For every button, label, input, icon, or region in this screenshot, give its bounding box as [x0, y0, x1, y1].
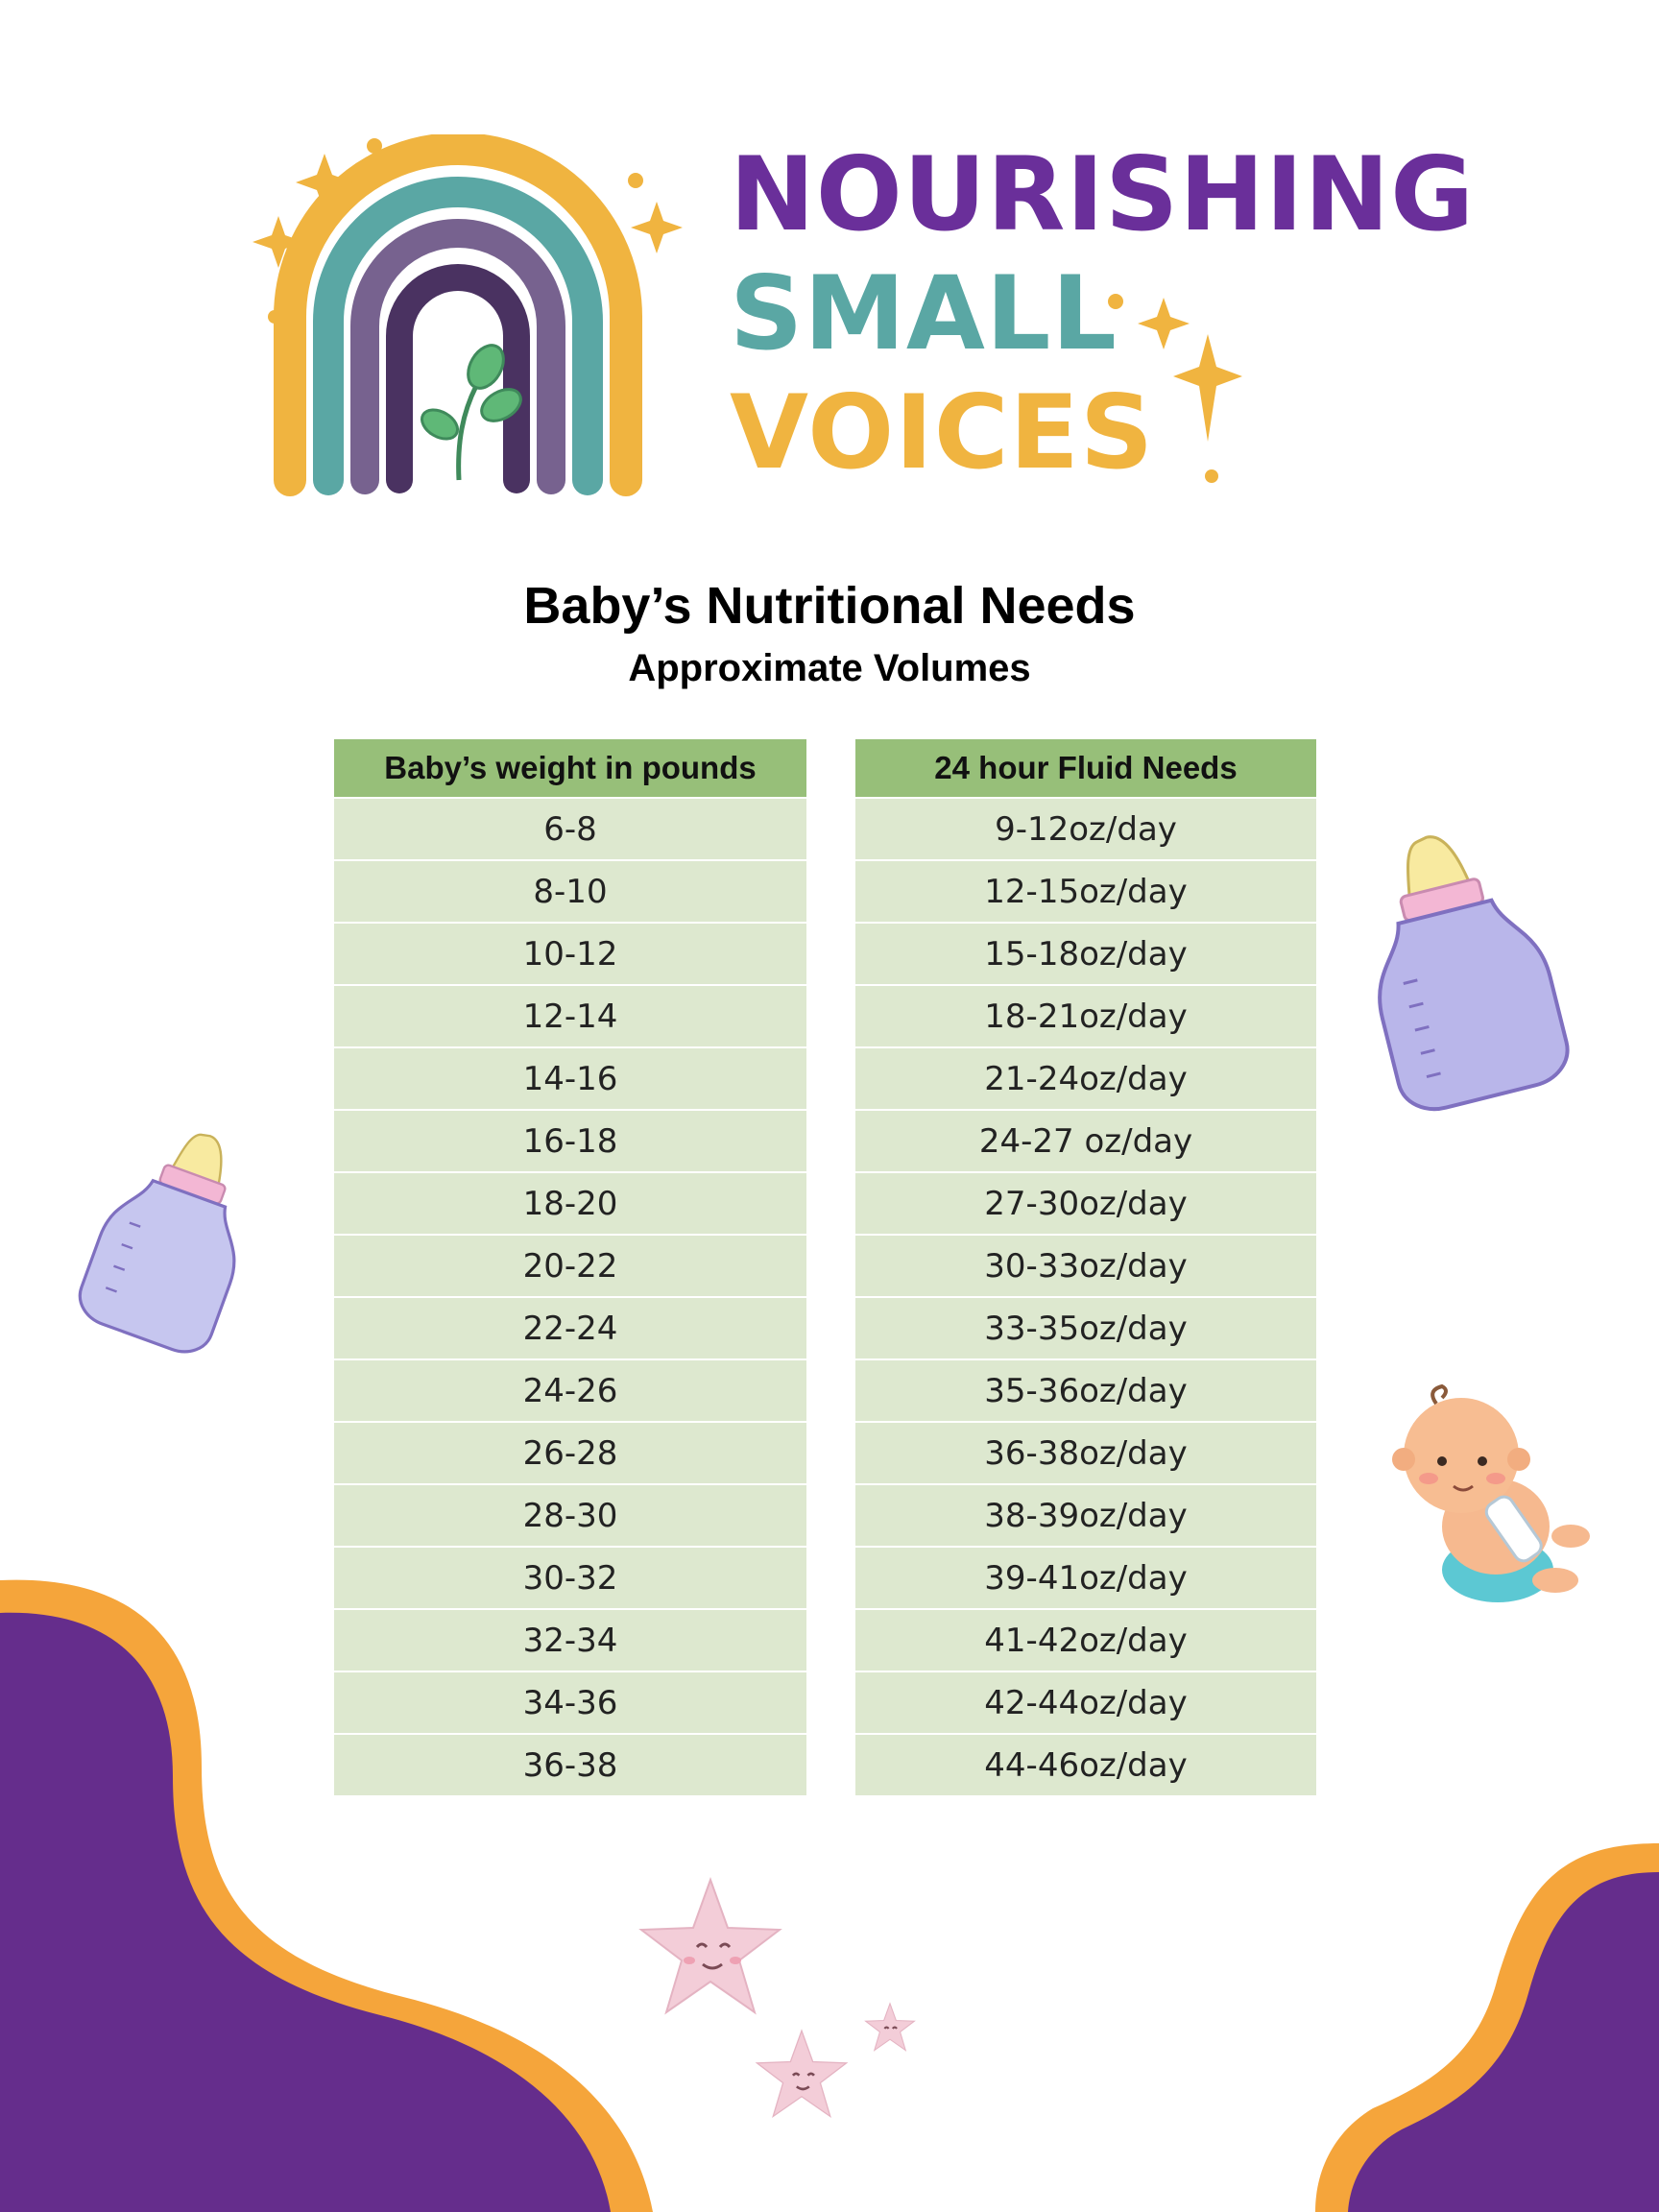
weight-column-header: Baby’s weight in pounds	[334, 739, 806, 797]
fluid-cell: 38-39oz/day	[855, 1485, 1316, 1546]
sparkle-icon	[252, 138, 683, 324]
fluid-cell: 36-38oz/day	[855, 1423, 1316, 1483]
weight-cell: 36-38	[334, 1735, 806, 1795]
star-icon	[755, 2029, 849, 2119]
fluid-cell: 9-12oz/day	[855, 799, 1316, 859]
page-subtitle: Approximate Volumes	[628, 647, 1031, 689]
fluid-cell: 33-35oz/day	[855, 1298, 1316, 1358]
fluid-cell: 21-24oz/day	[855, 1048, 1316, 1109]
weight-cell: 22-24	[334, 1298, 806, 1358]
fluid-cell: 44-46oz/day	[855, 1735, 1316, 1795]
star-icon	[638, 1877, 782, 2015]
brand-line-small: SMALL	[730, 254, 1118, 373]
weight-cell: 14-16	[334, 1048, 806, 1109]
weight-cell: 32-34	[334, 1610, 806, 1671]
fluid-cell: 42-44oz/day	[855, 1672, 1316, 1733]
fluid-cell: 35-36oz/day	[855, 1360, 1316, 1421]
fluid-column: 24 hour Fluid Needs 9-12oz/day 12-15oz/d…	[855, 739, 1316, 1795]
fluid-cell: 27-30oz/day	[855, 1173, 1316, 1234]
weight-cell: 30-32	[334, 1548, 806, 1608]
weight-cell: 12-14	[334, 986, 806, 1046]
corner-wave-right	[1315, 1843, 1659, 2212]
fluid-column-header: 24 hour Fluid Needs	[855, 739, 1316, 797]
baby-icon	[1392, 1383, 1590, 1602]
page-title: Baby’s Nutritional Needs	[523, 577, 1136, 635]
fluid-cell: 18-21oz/day	[855, 986, 1316, 1046]
fluid-cell: 12-15oz/day	[855, 861, 1316, 922]
baby-bottle-icon	[1378, 835, 1570, 1112]
fluid-cell: 41-42oz/day	[855, 1610, 1316, 1671]
weight-cell: 20-22	[334, 1236, 806, 1296]
star-icon	[864, 2002, 916, 2052]
sparkle-icon	[1108, 294, 1242, 483]
weight-column: Baby’s weight in pounds 6-8 8-10 10-12 1…	[334, 739, 806, 1795]
weight-cell: 28-30	[334, 1485, 806, 1546]
brand-line-nourishing: NOURISHING	[730, 135, 1476, 253]
weight-cell: 24-26	[334, 1360, 806, 1421]
fluid-cell: 24-27 oz/day	[855, 1111, 1316, 1171]
rainbow-logo-icon	[252, 134, 683, 496]
brand-line-voices: VOICES	[730, 373, 1155, 492]
weight-cell: 8-10	[334, 861, 806, 922]
weight-cell: 16-18	[334, 1111, 806, 1171]
weight-cell: 6-8	[334, 799, 806, 859]
fluid-cell: 30-33oz/day	[855, 1236, 1316, 1296]
fluid-cell: 15-18oz/day	[855, 924, 1316, 984]
fluid-cell: 39-41oz/day	[855, 1548, 1316, 1608]
sprout-icon	[421, 344, 522, 481]
baby-bottle-icon	[78, 1133, 236, 1354]
weight-cell: 10-12	[334, 924, 806, 984]
weight-cell: 18-20	[334, 1173, 806, 1234]
corner-wave-left	[0, 1579, 653, 2212]
weight-cell: 34-36	[334, 1672, 806, 1733]
weight-cell: 26-28	[334, 1423, 806, 1483]
